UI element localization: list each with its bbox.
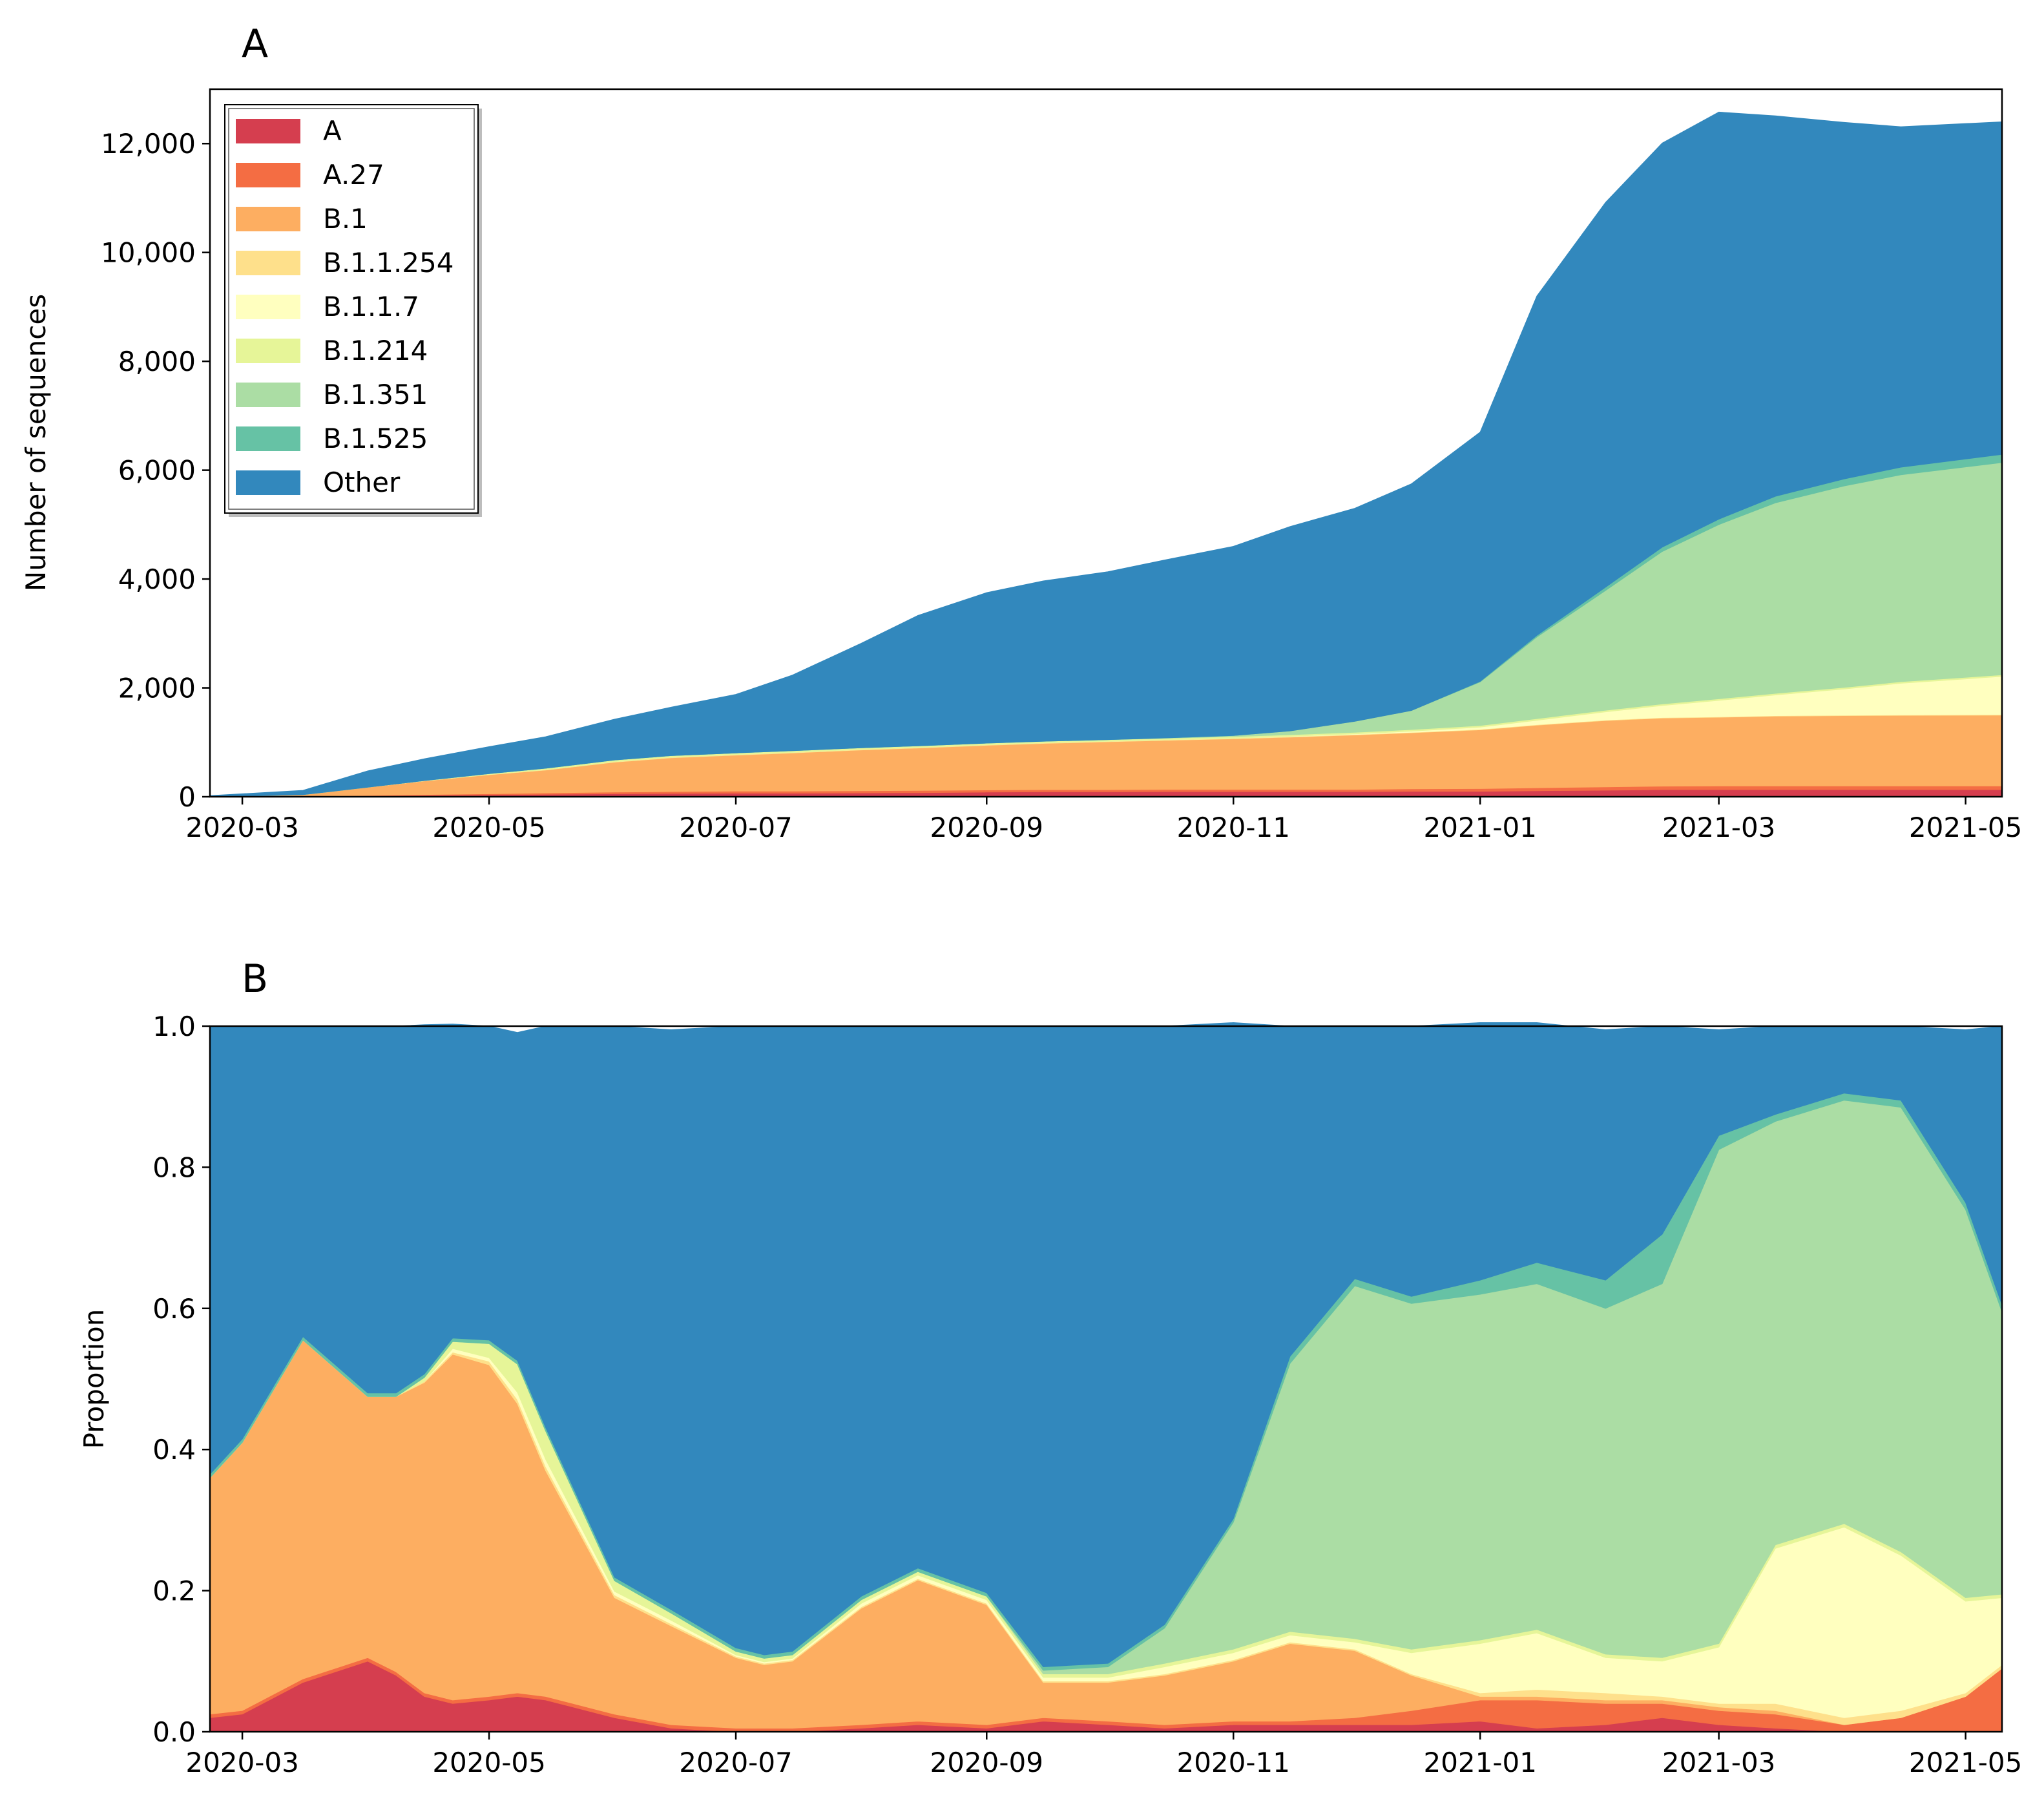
panel-b-x-tick-label: 2020-03	[185, 1747, 299, 1778]
panel-a-chart: A 0 2,000 4,000 6,000 8,000 10,000 12,000 2020…	[20, 21, 2022, 843]
panel-a-x-tick-label: 2020-11	[1176, 812, 1290, 843]
panel-a-y-tick-label: 10,000	[101, 237, 196, 269]
panel-b-x-tick-label: 2020-11	[1176, 1747, 1290, 1778]
panel-b-y-tick-label: 1.0	[152, 1011, 196, 1042]
legend-swatch-other	[236, 470, 300, 495]
panel-a-x-tick-label: 2020-07	[679, 812, 793, 843]
panel-a-x-tick-label: 2021-05	[1909, 812, 2023, 843]
legend-label-a: A	[323, 115, 342, 147]
panel-b-y-tick-label: 0.8	[152, 1151, 196, 1183]
legend-label-a-27: A.27	[323, 159, 384, 191]
panel-a-x-tick-label: 2020-09	[930, 812, 1044, 843]
panel-a-x-tick-label: 2020-03	[185, 812, 299, 843]
panel-b-x-tick-label: 2020-09	[930, 1747, 1044, 1778]
panel-b-x-tick-label: 2021-03	[1662, 1747, 1776, 1778]
panel-b-area-layers	[209, 1022, 2003, 1732]
legend-swatch-b-1-214	[236, 339, 300, 363]
legend-label-b-1: B.1	[323, 203, 368, 235]
panel-b-y-tick-label: 0.0	[152, 1716, 196, 1748]
panel-a-x-axis: 2020-03 2020-05 2020-07 2020-09 2020-11 2021-…	[185, 797, 2022, 843]
panel-a-y-axis-label: Number of sequences	[20, 294, 52, 591]
panel-a-y-axis: 0 2,000 4,000 6,000 8,000 10,000 12,000	[101, 128, 210, 813]
panel-b-x-tick-label: 2020-05	[432, 1747, 546, 1778]
legend-swatch-b-1-351	[236, 383, 300, 407]
panel-b-x-tick-label: 2021-01	[1423, 1747, 1537, 1778]
panel-b-axes-frame	[209, 1025, 2003, 1733]
legend: A A.27 B.1 B.1.1.254 B.1.1.7 B.1.214 B.1.351 B.…	[224, 104, 482, 517]
panel-b-y-tick-label: 0.2	[152, 1575, 196, 1607]
panel-b-y-axis-label: Proportion	[78, 1309, 110, 1449]
panel-a-y-tick-label: 8,000	[118, 346, 196, 377]
panel-b-letter: B	[242, 956, 268, 1002]
legend-label-b-1-1-254: B.1.1.254	[323, 247, 454, 279]
panel-a-letter: A	[242, 21, 268, 67]
panel-a-y-tick-label: 4,000	[118, 563, 196, 595]
panel-b-y-tick-label: 0.6	[152, 1293, 196, 1325]
panel-a-y-tick-label: 0	[178, 781, 196, 813]
legend-label-b-1-1-7: B.1.1.7	[323, 291, 419, 322]
legend-label-other: Other	[323, 467, 401, 498]
panel-a-x-tick-label: 2021-03	[1662, 812, 1776, 843]
legend-swatch-b-1-1-254	[236, 251, 300, 275]
legend-inner-frame	[228, 108, 475, 510]
panel-a-x-tick-label: 2021-01	[1423, 812, 1537, 843]
legend-swatch-b-1-1-7	[236, 295, 300, 319]
panel-b-y-tick-label: 0.4	[152, 1434, 196, 1466]
legend-swatch-b-1-525	[236, 426, 300, 451]
panel-a-y-tick-label: 12,000	[101, 128, 196, 160]
panel-a-axes-frame	[209, 88, 2003, 798]
legend-label-b-1-214: B.1.214	[323, 335, 428, 366]
panel-a-x-tick-label: 2020-05	[432, 812, 546, 843]
panel-a-y-tick-label: 6,000	[118, 455, 196, 487]
panel-a-area-layers	[209, 111, 2003, 797]
legend-swatch-a-27	[236, 163, 300, 187]
legend-label-b-1-525: B.1.525	[323, 423, 428, 454]
legend-swatch-b-1	[236, 207, 300, 231]
panel-b-x-tick-label: 2021-05	[1909, 1747, 2023, 1778]
panel-b-y-axis: 0.0 0.2 0.4 0.6 0.8 1.0	[152, 1011, 210, 1748]
legend-swatch-a	[236, 119, 300, 143]
panel-b-x-tick-label: 2020-07	[679, 1747, 793, 1778]
panel-b-x-axis: 2020-03 2020-05 2020-07 2020-09 2020-11 2021-…	[185, 1732, 2022, 1778]
panel-b-chart: B 0.00.20.40.60.81.0 2020-03 2020-05 2020-…	[78, 956, 2022, 1778]
legend-label-b-1-351: B.1.351	[323, 379, 428, 410]
panel-a-y-tick-label: 2,000	[118, 673, 196, 704]
